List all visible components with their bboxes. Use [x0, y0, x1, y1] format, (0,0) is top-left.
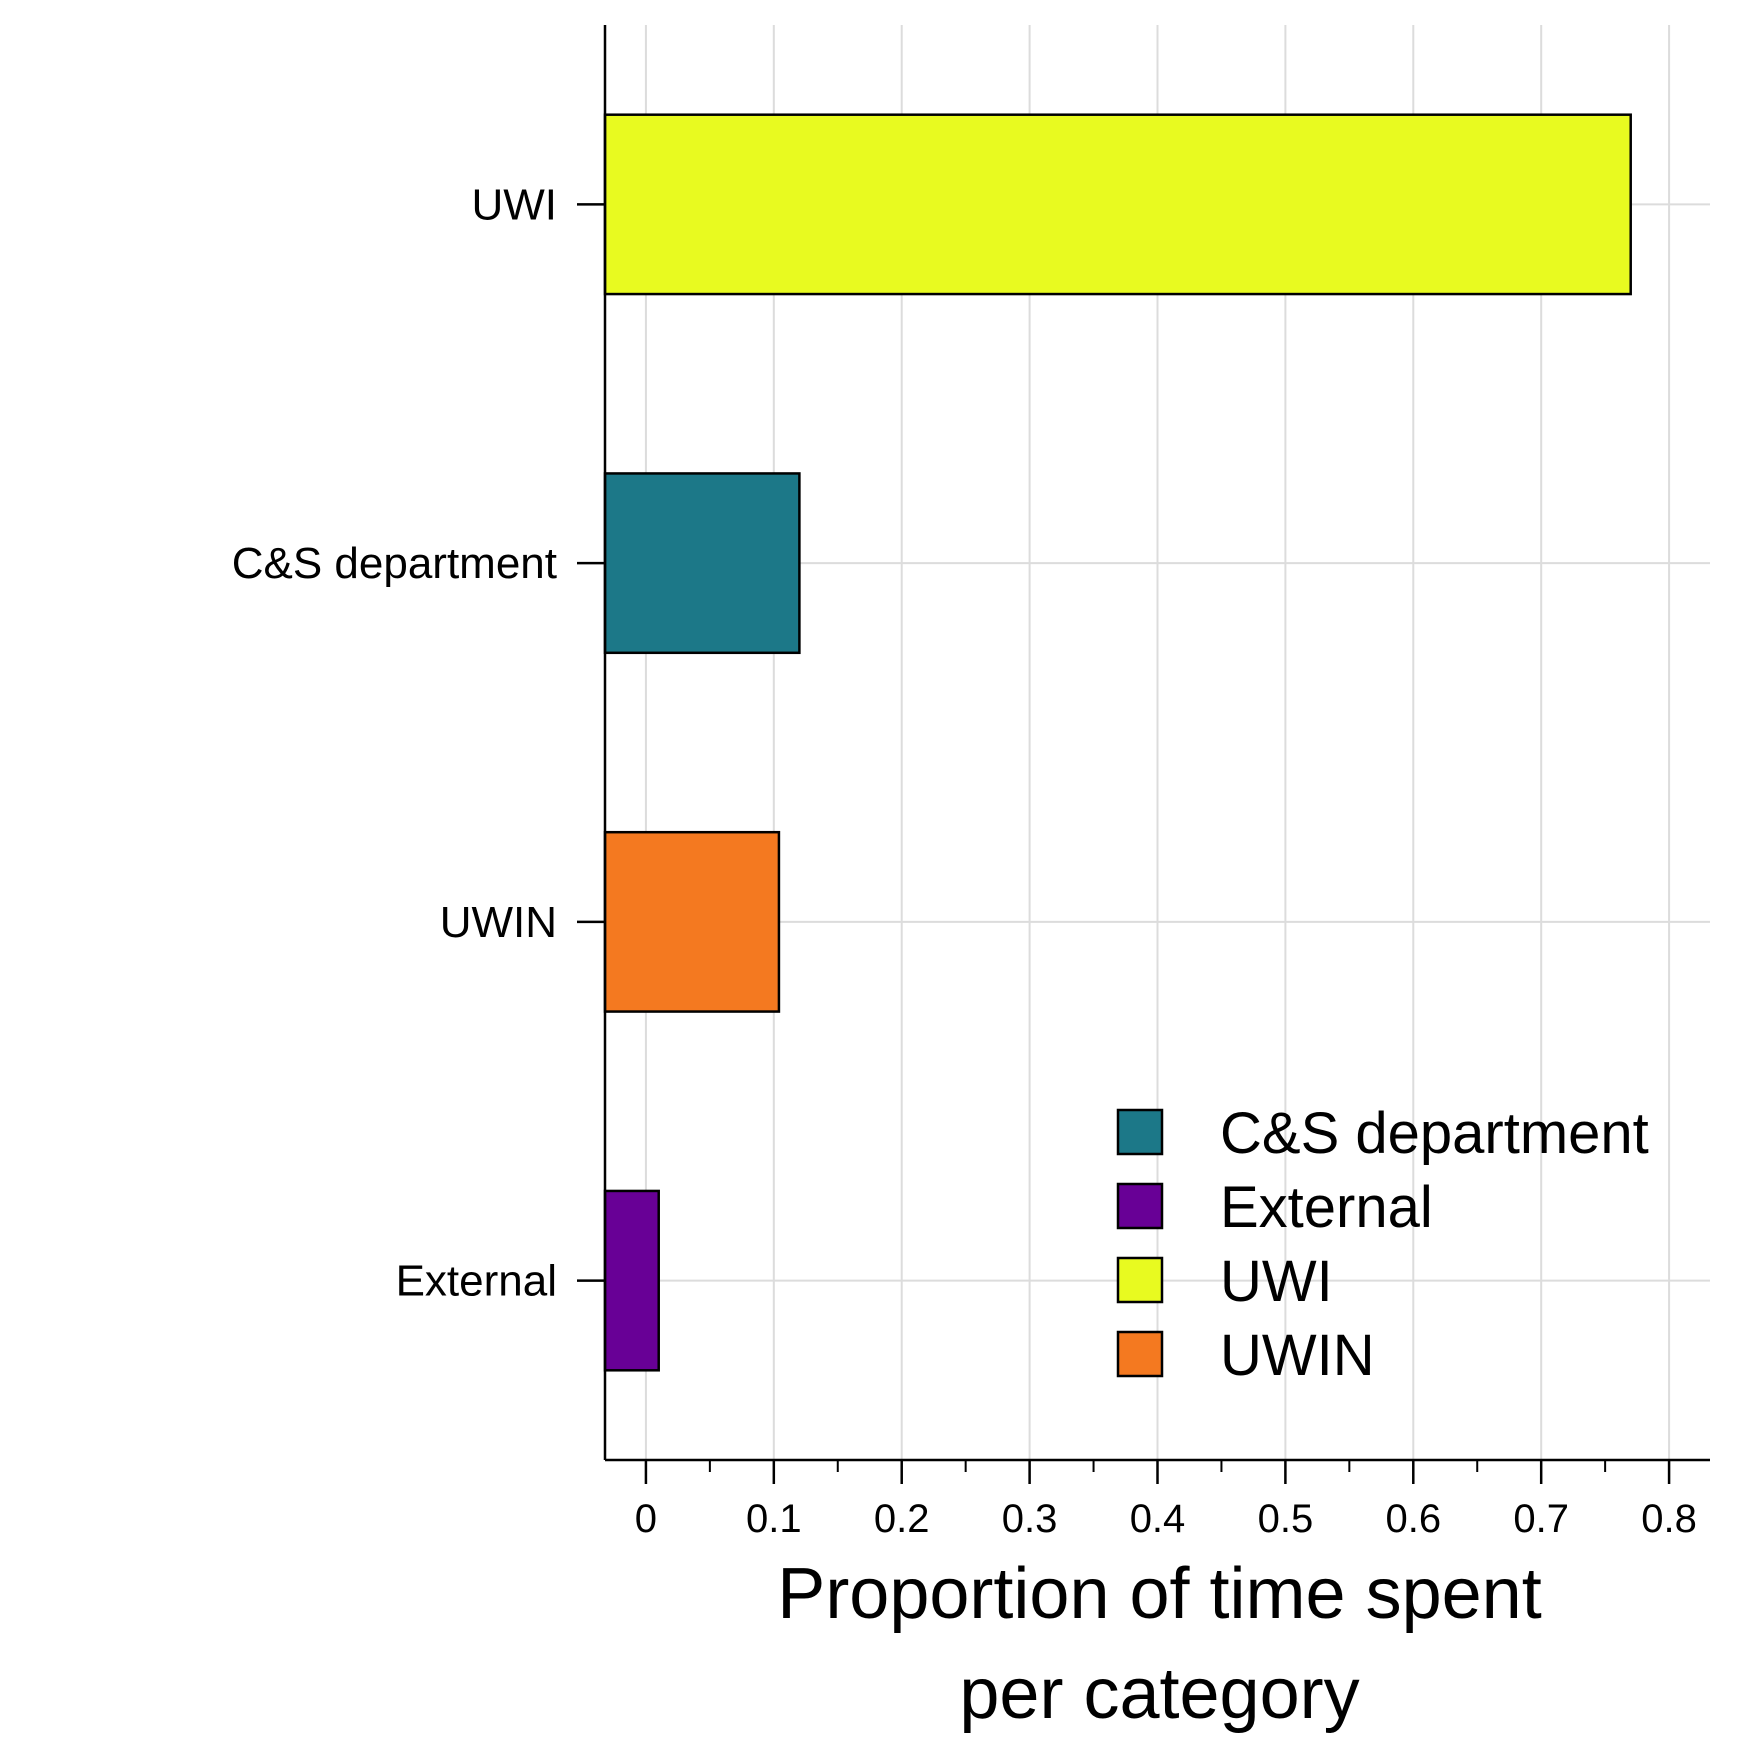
legend-label-uwin: UWIN	[1220, 1323, 1375, 1388]
legend-swatch-uwin	[1116, 1330, 1164, 1378]
x-tick-label-0: 0	[635, 1497, 657, 1541]
legend-swatch-cands-department	[1116, 1108, 1164, 1156]
x-tick-label-4: 0.4	[1130, 1497, 1186, 1541]
x-tick-label-1: 0.1	[746, 1497, 802, 1541]
x-axis-title-line-2: per category	[959, 1654, 1359, 1734]
legend-label-uwi: UWI	[1220, 1249, 1333, 1314]
bar-uwin	[603, 830, 781, 1013]
y-tick-label-cands-department: C&S department	[232, 539, 557, 588]
legend-swatch-uwi	[1116, 1256, 1164, 1304]
bar-cands-department	[603, 472, 801, 655]
x-tick-label-3: 0.3	[1002, 1497, 1058, 1541]
legend-label-cands-department: C&S department	[1220, 1101, 1649, 1166]
bars	[603, 113, 1632, 1372]
x-tick-label-7: 0.7	[1513, 1497, 1569, 1541]
x-tick-label-8: 0.8	[1641, 1497, 1697, 1541]
bar-external	[603, 1189, 660, 1372]
axes	[577, 25, 1710, 1484]
y-tick-label-external: External	[396, 1257, 557, 1306]
y-tick-label-uwin: UWIN	[440, 898, 557, 947]
legend-swatch-external	[1116, 1182, 1164, 1230]
x-axis-title-line-1: Proportion of time spent	[777, 1554, 1541, 1634]
legend: C&S department External UWI UWIN	[1116, 1101, 1649, 1388]
y-tick-label-uwi: UWI	[471, 180, 557, 229]
x-tick-label-6: 0.6	[1385, 1497, 1441, 1541]
x-tick-label-5: 0.5	[1258, 1497, 1314, 1541]
bar-uwi	[603, 113, 1632, 296]
x-tick-label-2: 0.2	[874, 1497, 930, 1541]
legend-label-external: External	[1220, 1175, 1433, 1240]
